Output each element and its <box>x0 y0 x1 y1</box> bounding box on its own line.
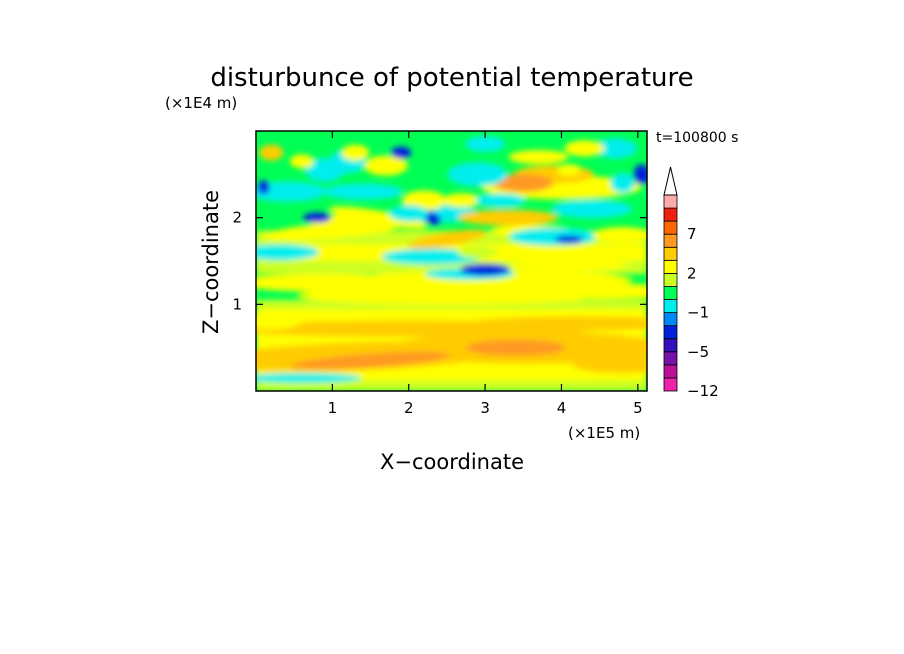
x-tick-label: 2 <box>404 399 414 417</box>
field-cell <box>381 248 482 265</box>
field-cell <box>475 193 526 208</box>
field-cell <box>363 155 408 176</box>
colorbar-swatch <box>663 272 678 287</box>
colorbar-swatch <box>663 312 678 327</box>
field-cell <box>592 138 637 159</box>
colorbar-swatch <box>663 338 678 353</box>
field-cell <box>256 181 327 202</box>
colorbar-swatch <box>663 299 678 313</box>
y-axis: 12 <box>232 209 647 313</box>
field-cell <box>465 339 566 356</box>
field-cell <box>256 313 302 330</box>
x-axis: 1 2 3 4 5 <box>328 131 643 417</box>
field-cell <box>572 357 647 373</box>
colorbar-swatch <box>663 207 678 222</box>
field-cell <box>592 227 647 243</box>
field-cell <box>310 214 401 230</box>
x-axis-title: X−coordinate <box>380 450 524 474</box>
field-cell <box>508 150 569 164</box>
field-cell <box>610 173 635 193</box>
field-cell <box>303 212 332 223</box>
field-cell <box>458 209 559 226</box>
field-cell <box>322 183 403 200</box>
colorbar-swatch <box>663 377 678 392</box>
field-cell <box>508 227 599 246</box>
field-cell <box>289 154 314 169</box>
x-tick-label: 4 <box>557 399 567 417</box>
field-cell <box>256 244 319 261</box>
colorbar: 7 2 −1 −5 −12 <box>663 166 719 400</box>
field-cell <box>352 270 633 291</box>
field-cell <box>457 246 498 259</box>
field-cell <box>407 229 487 250</box>
y-tick-label: 1 <box>232 295 242 313</box>
y-unit-label: (×1E4 m) <box>165 94 237 112</box>
x-tick-label: 1 <box>328 399 338 417</box>
field-cell <box>466 316 647 331</box>
field-cell <box>442 193 483 208</box>
colorbar-tick-label: −1 <box>687 304 709 322</box>
colorbar-swatch <box>663 220 678 235</box>
field-cell <box>257 180 270 195</box>
colorbar-swatch <box>663 194 678 209</box>
field-cell <box>290 351 451 370</box>
y-tick-label: 2 <box>232 209 242 227</box>
time-label: t=100800 s <box>656 130 738 146</box>
field-cell <box>402 190 447 211</box>
field-cell <box>633 164 647 185</box>
field-cell <box>465 136 506 152</box>
colorbar-tick-label: −12 <box>687 382 719 400</box>
colorbar-swatch <box>663 233 678 248</box>
plot-frame <box>255 130 648 392</box>
contour-field <box>256 131 647 391</box>
field-cell <box>509 259 630 272</box>
colorbar-swatch <box>663 364 678 379</box>
field-cell <box>256 373 362 383</box>
field-cell <box>391 146 412 159</box>
field-cell <box>557 164 582 176</box>
colorbar-tick-label: 7 <box>687 225 697 243</box>
field-cell <box>460 263 511 276</box>
x-tick-label: 3 <box>480 399 490 417</box>
colorbar-swatch <box>663 286 678 300</box>
chart-title: disturbunce of potential temperature <box>210 63 693 93</box>
colorbar-swatch <box>663 259 678 274</box>
field-cell <box>564 140 605 157</box>
colorbar-extend-arrow <box>663 166 678 196</box>
field-cell <box>388 205 429 222</box>
field-band <box>256 380 647 391</box>
field-cell <box>259 144 284 161</box>
field-cell <box>493 174 554 192</box>
field-cell <box>341 144 370 161</box>
field-cell <box>304 158 345 182</box>
field-cell <box>555 235 584 244</box>
colorbar-swatch <box>663 246 678 261</box>
y-axis-title: Z−coordinate <box>199 190 223 334</box>
colorbar-tick-label: 2 <box>687 264 697 282</box>
x-tick-label: 5 <box>633 399 643 417</box>
colorbar-swatch <box>663 325 678 340</box>
x-unit-label: (×1E5 m) <box>568 424 640 442</box>
colorbar-tick-label: −5 <box>687 343 709 361</box>
field-cell <box>447 162 508 187</box>
colorbar-swatch <box>663 351 678 366</box>
field-cell <box>552 200 633 218</box>
